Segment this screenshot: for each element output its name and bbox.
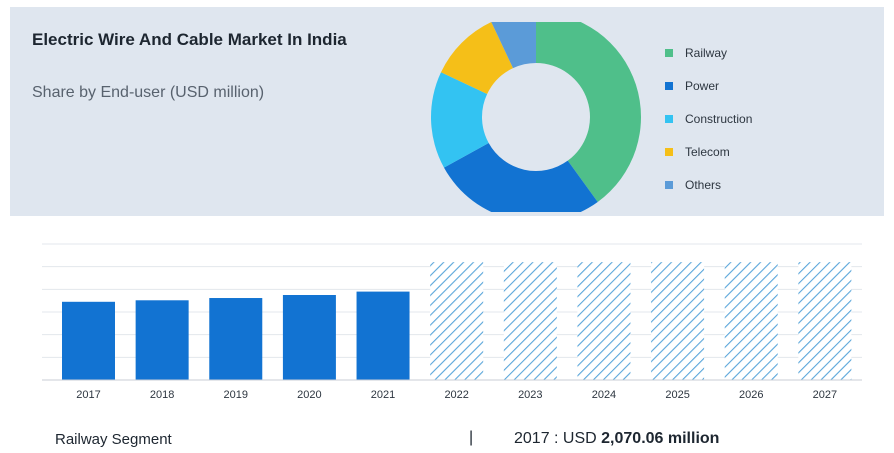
footer-separator: | bbox=[469, 429, 474, 446]
legend-item-telecom: Telecom bbox=[665, 135, 752, 168]
bar-2018 bbox=[135, 300, 189, 380]
bar-2027 bbox=[798, 262, 852, 380]
legend-item-railway: Railway bbox=[665, 36, 752, 69]
segment-label: Railway Segment bbox=[55, 431, 172, 448]
bar-2024 bbox=[577, 262, 631, 380]
bar-2022 bbox=[430, 262, 484, 380]
donut-chart bbox=[431, 22, 641, 212]
donut-slice-others bbox=[491, 22, 536, 69]
bar-2021 bbox=[356, 291, 410, 380]
legend-swatch-railway bbox=[665, 48, 673, 57]
legend-item-construction: Construction bbox=[665, 102, 752, 135]
segment-value-amount: 2,070.06 million bbox=[601, 430, 720, 447]
bar-2026 bbox=[724, 262, 778, 380]
legend: Railway Power Construction Telecom Others bbox=[665, 36, 752, 201]
legend-label-construction: Construction bbox=[685, 111, 753, 126]
bar-2017 bbox=[62, 301, 115, 380]
legend-item-others: Others bbox=[665, 168, 752, 201]
x-tick-2027: 2027 bbox=[813, 389, 837, 401]
segment-year-label: 2017 : USD bbox=[514, 430, 602, 447]
donut-slice-construction bbox=[431, 72, 489, 168]
legend-label-others: Others bbox=[685, 177, 722, 192]
segment-value: 2017 : USD 2,070.06 million bbox=[514, 430, 719, 448]
bar-2019 bbox=[209, 298, 263, 380]
x-tick-2018: 2018 bbox=[150, 389, 174, 401]
bar-2025 bbox=[651, 262, 705, 380]
donut-slice-power bbox=[443, 143, 598, 212]
legend-swatch-construction bbox=[665, 114, 673, 123]
x-tick-2021: 2021 bbox=[371, 389, 395, 401]
legend-item-power: Power bbox=[665, 69, 752, 102]
x-tick-2023: 2023 bbox=[518, 389, 542, 401]
bar-2023 bbox=[503, 262, 557, 380]
legend-label-telecom: Telecom bbox=[685, 144, 730, 159]
x-tick-2025: 2025 bbox=[665, 389, 689, 401]
legend-swatch-power bbox=[665, 81, 673, 90]
x-tick-2024: 2024 bbox=[592, 389, 616, 401]
x-tick-2022: 2022 bbox=[444, 389, 468, 401]
bar-2020 bbox=[282, 295, 336, 380]
chart-subtitle: Share by End-user (USD million) bbox=[32, 84, 265, 101]
legend-label-power: Power bbox=[685, 78, 720, 93]
donut-slice-telecom bbox=[440, 22, 514, 95]
x-tick-2019: 2019 bbox=[224, 389, 248, 401]
x-tick-2020: 2020 bbox=[297, 389, 321, 401]
x-tick-2017: 2017 bbox=[76, 389, 100, 401]
donut-slice-railway bbox=[536, 22, 641, 202]
legend-swatch-telecom bbox=[665, 147, 673, 156]
chart-title: Electric Wire And Cable Market In India bbox=[32, 30, 347, 49]
x-tick-2026: 2026 bbox=[739, 389, 763, 401]
bar-chart: 2017 2018 2019 2020 2021 2022 2023 2024 2025 2026… bbox=[42, 243, 862, 401]
legend-label-railway: Railway bbox=[685, 45, 728, 60]
legend-swatch-others bbox=[665, 180, 673, 189]
